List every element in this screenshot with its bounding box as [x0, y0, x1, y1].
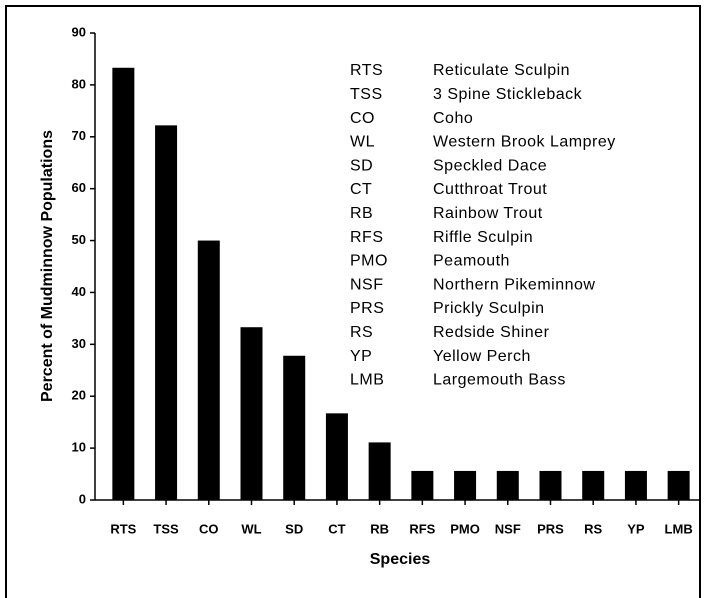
- legend-code: CT: [350, 181, 372, 198]
- x-axis-label: Species: [370, 551, 431, 568]
- x-tick-label: RS: [584, 521, 602, 536]
- x-tick-label: LMB: [665, 521, 693, 536]
- legend-name: Largemouth Bass: [433, 372, 566, 389]
- legend-code: RTS: [350, 62, 383, 79]
- legend-name: Coho: [433, 110, 473, 127]
- x-tick-label: RTS: [110, 521, 136, 536]
- legend-code: SD: [350, 157, 373, 174]
- frame: [5, 5, 701, 598]
- bar: [667, 470, 690, 500]
- bar: [197, 240, 220, 501]
- bar: [624, 470, 647, 500]
- legend-code: NSF: [350, 276, 384, 293]
- legend-name: Western Brook Lamprey: [433, 134, 616, 151]
- x-tick-label: RFS: [409, 521, 435, 536]
- y-tick-label: 20: [72, 388, 86, 403]
- legend-code: RB: [350, 205, 373, 222]
- x-tick-label: PMO: [450, 521, 480, 536]
- legend-name: Redside Shiner: [433, 324, 550, 341]
- legend-name: Yellow Perch: [433, 348, 531, 365]
- x-tick-label: TSS: [153, 521, 179, 536]
- legend-name: Riffle Sculpin: [433, 229, 533, 246]
- y-tick-label: 40: [72, 284, 86, 299]
- legend-name: Prickly Sculpin: [433, 300, 545, 317]
- y-tick-label: 60: [72, 180, 86, 195]
- x-tick-label: PRS: [537, 521, 564, 536]
- bar: [368, 442, 391, 500]
- y-tick-label: 50: [72, 232, 86, 247]
- x-tick-label: NSF: [495, 521, 521, 536]
- bar: [325, 413, 348, 500]
- legend-name: Rainbow Trout: [433, 205, 543, 222]
- bar: [240, 327, 263, 500]
- legend-code: PRS: [350, 300, 384, 317]
- legend-code: RFS: [350, 229, 384, 246]
- legend-name: Peamouth: [433, 253, 510, 270]
- legend-code: CO: [350, 110, 375, 127]
- y-tick-label: 10: [72, 440, 86, 455]
- x-tick-label: YP: [627, 521, 645, 536]
- y-tick-label: 90: [72, 24, 86, 39]
- legend-name: Cutthroat Trout: [433, 181, 547, 198]
- bar: [411, 470, 434, 500]
- legend-code: TSS: [350, 86, 383, 103]
- x-tick-label: CT: [328, 521, 345, 536]
- bar: [582, 470, 605, 500]
- legend-name: Speckled Dace: [433, 157, 547, 174]
- bar: [155, 125, 178, 501]
- legend-code: WL: [350, 134, 375, 151]
- x-tick-label: CO: [199, 521, 219, 536]
- x-tick-label: SD: [285, 521, 303, 536]
- legend-code: RS: [350, 324, 373, 341]
- y-tick-label: 0: [79, 491, 86, 506]
- legend-code: PMO: [350, 253, 388, 270]
- bar: [539, 470, 562, 500]
- bar: [112, 67, 135, 500]
- bar: [496, 470, 519, 500]
- y-axis-label: Percent of Mudminnow Populations: [39, 130, 56, 402]
- y-tick-label: 80: [72, 76, 86, 91]
- y-tick-label: 30: [72, 336, 86, 351]
- legend-name: Northern Pikeminnow: [433, 276, 595, 293]
- legend-code: YP: [350, 348, 372, 365]
- legend-code: LMB: [350, 372, 384, 389]
- x-tick-label: RB: [370, 521, 389, 536]
- bar: [454, 470, 477, 500]
- x-tick-label: WL: [241, 521, 261, 536]
- legend-name: 3 Spine Stickleback: [433, 86, 583, 103]
- y-tick-label: 70: [72, 128, 86, 143]
- bar: [283, 355, 306, 500]
- legend-name: Reticulate Sculpin: [433, 62, 570, 79]
